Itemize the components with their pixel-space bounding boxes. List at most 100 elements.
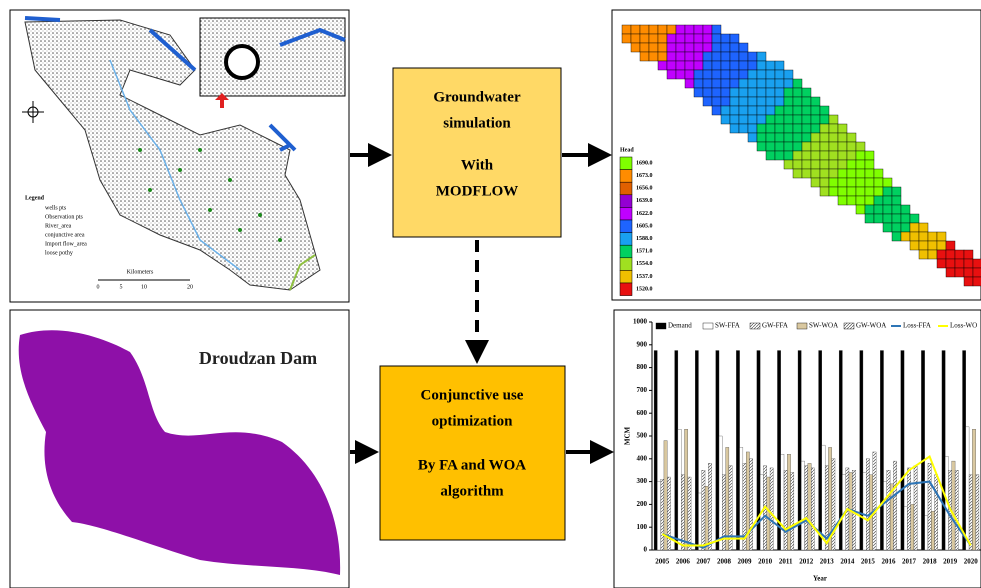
grid-cell (766, 70, 775, 79)
grid-cell (649, 43, 658, 52)
grid-cell (811, 169, 820, 178)
grid-cell (757, 142, 766, 151)
grid-cell (640, 25, 649, 34)
bar (805, 466, 808, 550)
grid-cell (838, 142, 847, 151)
grid-cell (874, 205, 883, 214)
bar (688, 477, 691, 550)
grid-cell (784, 106, 793, 115)
grid-cell (775, 142, 784, 151)
bar (695, 351, 698, 551)
grid-cell (784, 151, 793, 160)
grid-cell (793, 133, 802, 142)
bar (726, 447, 729, 550)
grid-cell (856, 178, 865, 187)
grid-cell (955, 259, 964, 268)
grid-cell (892, 232, 901, 241)
grid-cell (964, 259, 973, 268)
y-tick-label: 400 (637, 454, 648, 462)
x-axis-label: Year (813, 575, 827, 583)
grid-cell (829, 178, 838, 187)
grid-cell (658, 34, 667, 43)
grid-cell (721, 115, 730, 124)
grid-cell (757, 88, 766, 97)
grid-cell (847, 133, 856, 142)
grid-cell (865, 214, 874, 223)
grid-cell (730, 34, 739, 43)
grid-cell (865, 169, 874, 178)
grid-cell (721, 61, 730, 70)
legend-swatch (656, 323, 666, 329)
grid-cell (739, 88, 748, 97)
grid-cell (667, 34, 676, 43)
y-tick-label: 1000 (633, 318, 648, 326)
grid-cell (793, 88, 802, 97)
color-swatch (620, 245, 632, 258)
grid-cell (775, 133, 784, 142)
legend-label: 1673.0 (636, 173, 653, 179)
grid-cell (856, 205, 865, 214)
x-tick-label: 2011 (779, 558, 793, 566)
grid-cell (811, 178, 820, 187)
grid-cell (649, 34, 658, 43)
grid-cell (766, 124, 775, 133)
grid-cell (721, 34, 730, 43)
x-tick-label: 2017 (902, 558, 917, 566)
x-tick-label: 2015 (861, 558, 876, 566)
grid-cell (856, 169, 865, 178)
x-tick-label: 2016 (881, 558, 896, 566)
bar (911, 504, 914, 550)
bar (887, 470, 890, 550)
legend-label: GW-FFA (762, 322, 788, 330)
grid-cell (865, 151, 874, 160)
grid-cell (748, 115, 757, 124)
bar (935, 475, 938, 550)
grid-cell (811, 124, 820, 133)
bar (749, 459, 752, 550)
grid-cell (739, 70, 748, 79)
bar (664, 441, 667, 550)
legend-label: 1622.0 (636, 211, 653, 217)
dam-title: Droudzan Dam (199, 348, 317, 368)
grid-cell (838, 133, 847, 142)
grid-cell (955, 268, 964, 277)
grid-cell (874, 196, 883, 205)
bar (705, 486, 708, 550)
grid-cell (883, 214, 892, 223)
grid-cell (712, 25, 721, 34)
grid-cell (820, 187, 829, 196)
bar (740, 447, 743, 550)
grid-cell (739, 79, 748, 88)
grid-cell (748, 79, 757, 88)
box-text: MODFLOW (436, 183, 519, 199)
bar (716, 351, 719, 551)
grid-cell (757, 97, 766, 106)
bar (832, 459, 835, 550)
bar (784, 470, 787, 550)
grid-cell (919, 223, 928, 232)
y-tick-label: 800 (637, 363, 648, 371)
grid-cell (892, 196, 901, 205)
grid-cell (712, 79, 721, 88)
bar (860, 351, 863, 551)
grid-cell (712, 43, 721, 52)
grid-cell (757, 133, 766, 142)
grid-cell (829, 133, 838, 142)
grid-cell (856, 151, 865, 160)
box-text: Conjunctive use (421, 387, 524, 403)
grid-cell (793, 106, 802, 115)
grid-cell (793, 115, 802, 124)
legend-label: Loss-WO (950, 322, 977, 330)
grid-cell (703, 79, 712, 88)
bar (729, 466, 732, 550)
grid-cell (748, 70, 757, 79)
bar (952, 461, 955, 550)
grid-cell (883, 223, 892, 232)
grid-cell (820, 160, 829, 169)
box-text: Groundwater (433, 89, 521, 105)
legend-label: 1537.0 (636, 274, 653, 280)
x-tick-label: 2013 (820, 558, 835, 566)
grid-cell (703, 43, 712, 52)
grid-cell (910, 232, 919, 241)
bar (866, 459, 869, 550)
